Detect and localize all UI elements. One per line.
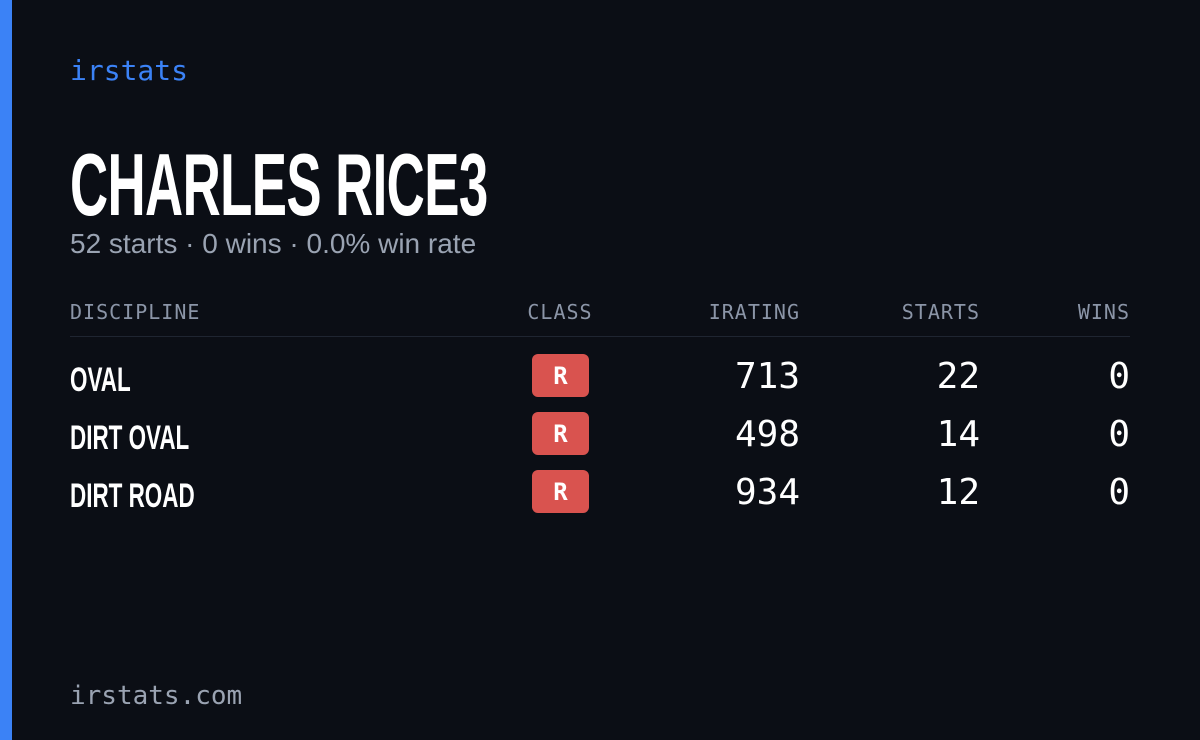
- starts: 14: [936, 414, 980, 455]
- summary: 52 starts · 0 wins · 0.0% win rate: [70, 228, 477, 259]
- divider: [70, 336, 1130, 337]
- column-header: STARTS: [901, 300, 980, 324]
- column-header: WINS: [1077, 300, 1130, 324]
- discipline: DIRT OVAL: [70, 419, 190, 457]
- wins: 0: [1108, 356, 1130, 397]
- irating: 713: [734, 356, 800, 397]
- footer-url: irstats.com: [70, 681, 243, 711]
- column-header: CLASS: [527, 300, 593, 324]
- wins: 0: [1108, 414, 1130, 455]
- driver-name: CHARLES RICE3: [70, 135, 488, 234]
- wins: 0: [1108, 472, 1130, 513]
- irating: 934: [734, 472, 800, 513]
- accent-bar: [0, 0, 12, 740]
- brand: irstats: [70, 54, 189, 87]
- starts: 22: [936, 356, 980, 397]
- class-badge: R: [532, 412, 589, 455]
- class-badge: R: [532, 470, 589, 513]
- column-header: DISCIPLINE: [70, 300, 201, 324]
- discipline: DIRT ROAD: [70, 477, 195, 515]
- class-badge: R: [532, 354, 589, 397]
- irating: 498: [734, 414, 800, 455]
- discipline: OVAL: [70, 361, 131, 399]
- starts: 12: [936, 472, 980, 513]
- column-header: IRATING: [708, 300, 800, 324]
